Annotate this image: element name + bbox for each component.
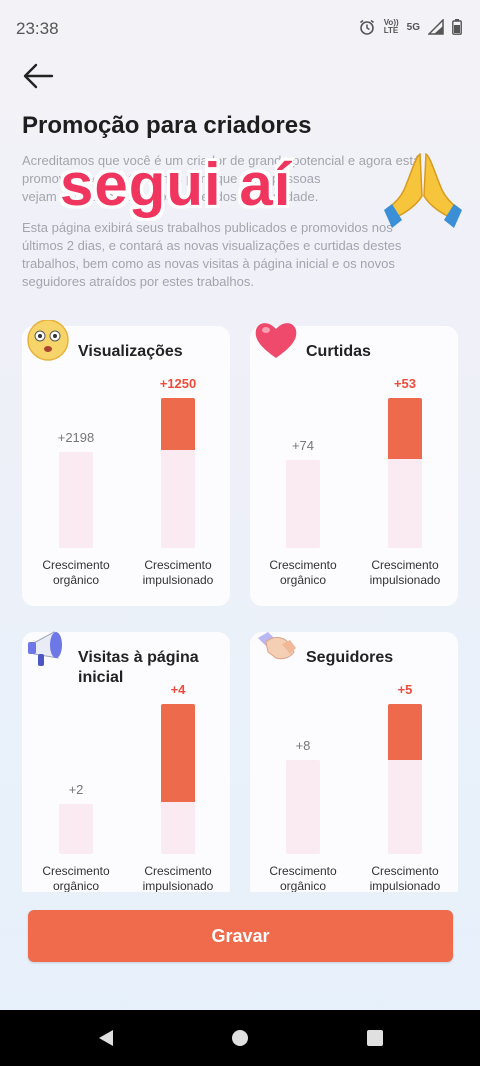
boosted-bar (161, 398, 195, 548)
stat-card-likes: Curtidas +74 +53 Crescimento orgânico Cr… (250, 323, 458, 606)
boosted-label: Crescimento impulsionado (355, 864, 455, 892)
organic-value: +8 (295, 738, 311, 753)
surprised-face-icon (27, 320, 69, 361)
label-line: impulsionado (369, 573, 441, 587)
boosted-bar (388, 704, 422, 854)
card-title: Seguidores (306, 649, 394, 666)
label-line: Crescimento (269, 558, 337, 572)
arrow-left-icon (23, 63, 54, 89)
back-nav-icon[interactable] (96, 1028, 116, 1048)
label-line: orgânico (279, 879, 327, 892)
boosted-value: +53 (393, 376, 417, 391)
stat-card-followers: Seguidores +8 +5 Crescimento orgânico Cr… (250, 632, 458, 892)
label-line: Crescimento (42, 864, 110, 878)
volte-lte-icon: Vo)) LTE (383, 18, 399, 35)
overlay-sticker-text: segui aí (60, 151, 292, 218)
label-line: orgânico (52, 573, 100, 587)
organic-label: Crescimento orgânico (26, 558, 126, 588)
boosted-label: Crescimento impulsionado (355, 558, 455, 588)
megaphone-icon (28, 631, 62, 666)
label-line: impulsionado (142, 573, 214, 587)
battery-icon (452, 19, 462, 35)
boosted-bar (161, 704, 195, 854)
boosted-value: +1250 (159, 376, 197, 391)
handshake-icon (258, 632, 296, 660)
boosted-bar-fill (161, 398, 195, 450)
boosted-label: Crescimento impulsionado (128, 558, 228, 588)
praying-hands-icon (384, 152, 462, 228)
description-line: últimos 2 dias, e contará as novas visua… (22, 238, 402, 253)
label-line: Crescimento (42, 558, 110, 572)
boosted-value: +5 (397, 682, 413, 697)
card-title: Visitas à página inicial (78, 649, 199, 686)
boosted-bar-fill (388, 398, 422, 459)
label-line: impulsionado (369, 879, 441, 892)
description-details: Esta página exibirá seus trabalhos publi… (22, 219, 458, 291)
description-line: seguidores atraídos por estes trabalhos. (22, 274, 254, 289)
description-intro: Acreditamos que você é um criador de gra… (22, 152, 458, 206)
description-line: Acreditamos que você é um criador de gra… (22, 153, 421, 168)
status-bar: 23:38 Vo)) LTE 5G (0, 0, 480, 58)
system-nav-bar (0, 1010, 480, 1066)
organic-bar (286, 760, 320, 854)
boosted-bar-fill (161, 704, 195, 802)
label-line: Crescimento (144, 558, 212, 572)
description-line: Esta página exibirá seus trabalhos publi… (22, 220, 393, 235)
heart-icon (255, 323, 297, 358)
description-line: trabalhos, bem como as novas visitas à p… (22, 256, 395, 271)
organic-bar (59, 452, 93, 548)
organic-value: +2198 (57, 430, 95, 445)
label-line: Crescimento (371, 864, 439, 878)
boosted-bar (388, 398, 422, 548)
status-icons: Vo)) LTE 5G (358, 18, 462, 36)
label-line: Crescimento (269, 864, 337, 878)
label-line: orgânico (52, 879, 100, 892)
stat-card-profile-visits: Visitas à página inicial +2 +4 Crescimen… (22, 631, 230, 892)
label-line: Crescimento (144, 864, 212, 878)
organic-value: +2 (68, 782, 84, 797)
description-line: vejam seus trabalhos e os conteúdos de q… (22, 189, 319, 204)
network-type-label: 5G (406, 21, 420, 33)
stat-card-views: Visualizações +2198 +1250 Crescimento or… (22, 320, 230, 606)
home-nav-icon[interactable] (231, 1028, 249, 1048)
page-title: Promoção para criadores (22, 112, 312, 139)
boosted-label: Crescimento impulsionado (128, 864, 228, 892)
organic-bar (59, 804, 93, 854)
status-time: 23:38 (16, 19, 59, 38)
organic-label: Crescimento orgânico (253, 864, 353, 892)
stats-grid: Visualizações +2198 +1250 Crescimento or… (0, 320, 480, 892)
recents-nav-icon[interactable] (366, 1028, 384, 1048)
alarm-icon (359, 19, 374, 35)
description-line: promovendo seus trabalhos para que mais … (22, 171, 321, 186)
organic-label: Crescimento orgânico (253, 558, 353, 588)
card-title: Curtidas (306, 343, 371, 360)
boosted-value: +4 (170, 682, 186, 697)
organic-value: +74 (291, 438, 315, 453)
card-title: Visualizações (78, 343, 183, 360)
label-line: orgânico (279, 573, 327, 587)
record-button[interactable]: Gravar (28, 910, 453, 962)
organic-bar (286, 460, 320, 548)
label-line: Crescimento (371, 558, 439, 572)
organic-label: Crescimento orgânico (26, 864, 126, 892)
label-line: impulsionado (142, 879, 214, 892)
signal-icon (428, 19, 444, 35)
back-button[interactable] (20, 58, 60, 94)
boosted-bar-fill (388, 704, 422, 760)
